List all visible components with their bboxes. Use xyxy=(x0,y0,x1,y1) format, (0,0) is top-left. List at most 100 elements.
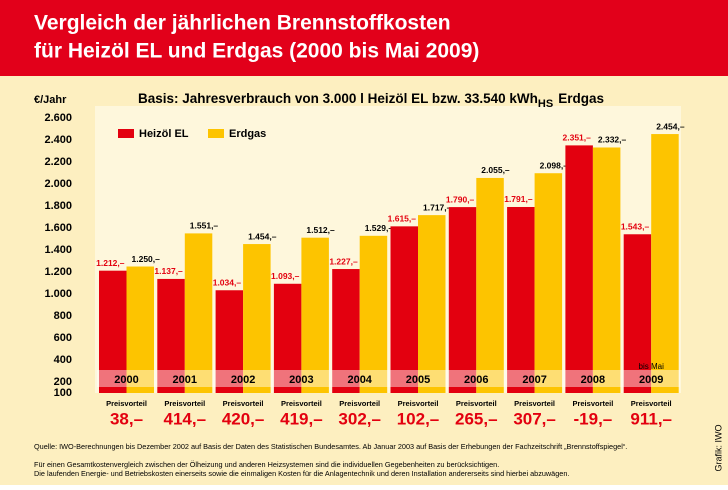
advantage-value: 265,– xyxy=(455,409,498,428)
x-tick-label: 2003 xyxy=(289,374,313,386)
x-tick-label: 2007 xyxy=(522,374,546,386)
x-tick-label: 2001 xyxy=(173,374,197,386)
bar xyxy=(507,206,535,393)
bar xyxy=(99,270,127,393)
data-label: 1.212,– xyxy=(96,258,125,268)
bar xyxy=(592,147,621,393)
data-label: 1.454,– xyxy=(248,231,277,241)
data-label: 2.098,– xyxy=(540,160,569,170)
bar xyxy=(534,173,563,393)
advantage-label: Preisvorteil xyxy=(223,399,264,408)
advantage-label: Preisvorteil xyxy=(281,399,322,408)
y-tick-label: 2.200 xyxy=(44,156,72,168)
legend-swatch xyxy=(208,129,224,138)
advantage-value: 419,– xyxy=(280,409,323,428)
bar xyxy=(273,283,302,393)
data-label: 1.093,– xyxy=(271,271,300,281)
year-band xyxy=(97,370,680,387)
subtitle-text: Basis: Jahresverbrauch von 3.000 l Heizö… xyxy=(138,91,538,106)
x-tick-label: 2006 xyxy=(464,374,488,386)
advantage-value: 420,– xyxy=(222,409,265,428)
chart-title: Vergleich der jährlichen Brennstoffkoste… xyxy=(34,12,451,35)
advantage-value: 102,– xyxy=(397,409,440,428)
advantage-value: 38,– xyxy=(110,409,143,428)
bar xyxy=(243,244,271,393)
data-label: 2.055,– xyxy=(481,165,510,175)
data-label: 1.615,– xyxy=(388,214,417,224)
data-label: 1.034,– xyxy=(213,278,242,288)
note: Für einen Gesamtkostenvergleich zwischen… xyxy=(34,460,499,469)
bar xyxy=(418,215,446,393)
subtitle-end: Erdgas xyxy=(558,91,604,106)
y-tick-label: 600 xyxy=(54,332,72,344)
x-tick-label: 2004 xyxy=(347,374,372,386)
y-tick-label: 1.600 xyxy=(44,222,72,234)
bar xyxy=(215,290,244,393)
note: Die laufenden Energie- und Betriebskoste… xyxy=(34,469,569,478)
chart-title: für Heizöl EL und Erdgas (2000 bis Mai 2… xyxy=(34,40,479,63)
y-tick-label: 1.200 xyxy=(44,266,72,278)
bar xyxy=(623,234,652,393)
data-label: 1.543,– xyxy=(621,222,650,232)
y-tick-label: 2.000 xyxy=(44,178,72,190)
bar xyxy=(126,266,154,393)
advantage-label: Preisvorteil xyxy=(456,399,497,408)
y-tick-label: 800 xyxy=(54,310,72,322)
y-axis-label: €/Jahr xyxy=(34,94,67,106)
advantage-value: 307,– xyxy=(513,409,556,428)
y-tick-label: 400 xyxy=(54,354,72,366)
advantage-label: Preisvorteil xyxy=(398,399,439,408)
x-tick-label: 2008 xyxy=(581,374,605,386)
category-note: bis Mai xyxy=(639,362,665,371)
bar xyxy=(448,207,477,393)
bar xyxy=(157,278,185,393)
data-label: 1.227,– xyxy=(329,256,358,266)
bar xyxy=(359,235,388,393)
advantage-label: Preisvorteil xyxy=(106,399,147,408)
header xyxy=(0,0,728,76)
data-label: 1.717,– xyxy=(423,202,452,212)
y-tick-label: 100 xyxy=(54,387,72,399)
x-tick-label: 2002 xyxy=(231,374,255,386)
advantage-value: -19,– xyxy=(574,409,613,428)
x-tick-label: 2009 xyxy=(639,374,663,386)
y-tick-label: 2.400 xyxy=(44,134,72,146)
data-label: 2.332,– xyxy=(598,135,627,145)
advantage-label: Preisvorteil xyxy=(164,399,205,408)
credit: Grafik: IWO xyxy=(713,425,723,472)
y-tick-label: 1.800 xyxy=(44,200,72,212)
legend-label: Heizöl EL xyxy=(139,128,189,140)
advantage-label: Preisvorteil xyxy=(631,399,672,408)
advantage-label: Preisvorteil xyxy=(514,399,555,408)
source: Quelle: IWO-Berechnungen bis Dezember 20… xyxy=(34,442,627,451)
bar xyxy=(565,145,593,393)
bar xyxy=(332,269,360,393)
data-label: 1.250,– xyxy=(132,254,161,264)
data-label: 1.791,– xyxy=(504,194,533,204)
x-tick-label: 2000 xyxy=(114,374,138,386)
bar xyxy=(476,177,504,393)
subtitle-subscript: HS xyxy=(538,98,553,110)
advantage-label: Preisvorteil xyxy=(572,399,613,408)
advantage-value: 414,– xyxy=(164,409,207,428)
data-label: 2.351,– xyxy=(563,133,592,143)
advantage-value: 911,– xyxy=(630,409,672,428)
subtitle: Basis: Jahresverbrauch von 3.000 l Heizö… xyxy=(138,91,604,110)
legend-swatch xyxy=(118,129,134,138)
bar xyxy=(184,233,213,393)
bar xyxy=(390,226,418,393)
data-label: 1.512,– xyxy=(306,225,335,235)
legend-label: Erdgas xyxy=(229,128,266,140)
bar xyxy=(651,134,679,393)
y-tick-label: 1.000 xyxy=(44,288,72,300)
y-tick-label: 2.600 xyxy=(44,112,72,124)
advantage-label: Preisvorteil xyxy=(339,399,380,408)
y-tick-label: 200 xyxy=(54,376,72,388)
data-label: 1.790,– xyxy=(446,194,475,204)
x-tick-label: 2005 xyxy=(406,374,430,386)
data-label: 2.454,– xyxy=(656,121,685,131)
y-tick-label: 1.400 xyxy=(44,244,72,256)
advantage-value: 302,– xyxy=(338,409,381,428)
bar xyxy=(301,237,329,393)
